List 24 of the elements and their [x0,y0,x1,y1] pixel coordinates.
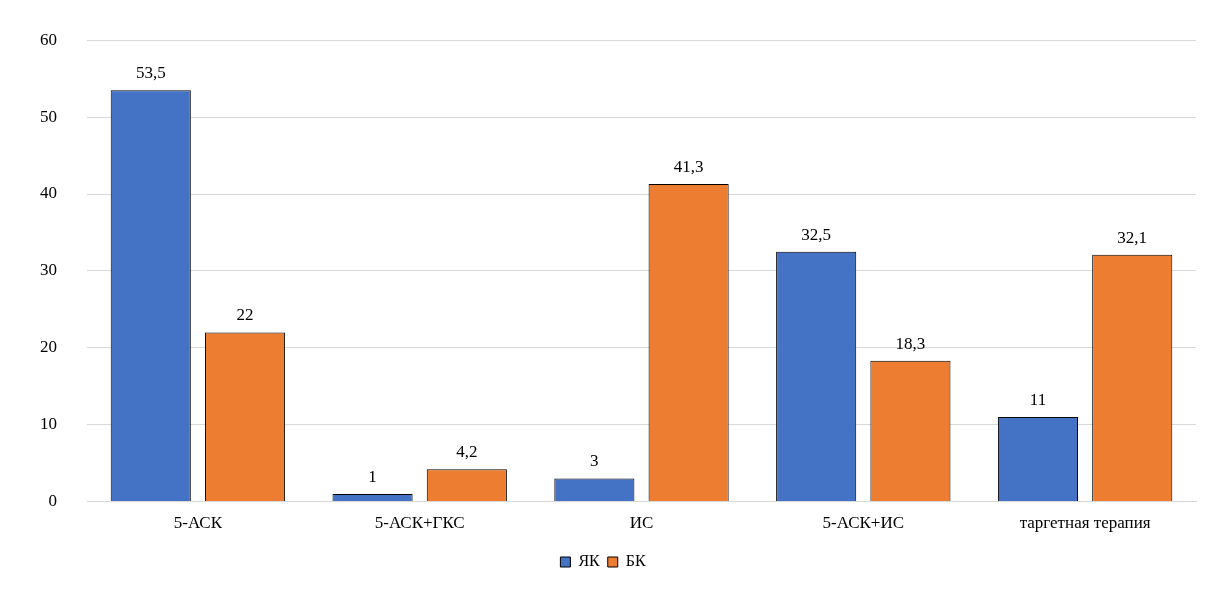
y-tick-label: 0 [48,491,57,511]
data-label: 11 [1029,389,1047,409]
y-tick-label: 10 [40,414,57,434]
x-tick-label: таргетная терапия [1019,513,1151,533]
data-label: 3 [590,451,599,471]
data-label: 32,5 [801,224,832,244]
data-label: 53,5 [135,63,166,83]
y-tick-label: 40 [40,183,57,203]
data-label: 4,2 [456,442,478,462]
legend-label: БК [625,552,646,570]
x-tick-label: ИС [629,513,654,533]
x-tick-label: 5-АСК [173,513,223,533]
y-tick-label: 20 [40,337,57,357]
data-label: 41,3 [673,156,704,176]
y-tick-label: 30 [40,260,57,280]
data-label: 32,1 [1117,227,1148,247]
data-label: 1 [368,466,377,486]
x-tick-label: 5-АСК+ГКС [374,513,465,533]
data-label: 22 [236,305,254,325]
data-label: 18,3 [895,333,926,353]
legend-label: ЯК [578,552,601,570]
y-tick-label: 50 [40,106,57,126]
x-tick-label: 5-АСК+ИС [822,513,905,533]
y-tick-label: 60 [40,29,57,49]
